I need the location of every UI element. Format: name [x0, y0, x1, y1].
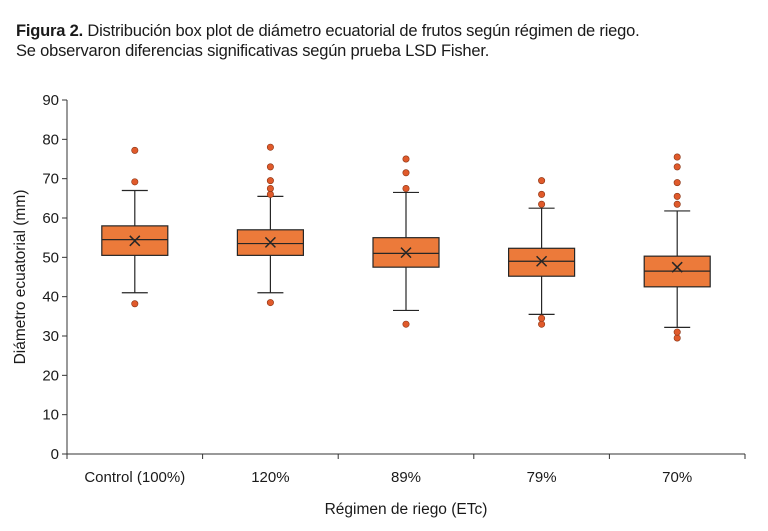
box-group — [236, 143, 304, 307]
x-axis-title: Régimen de riego (ETc) — [325, 501, 488, 518]
outlier-point — [538, 177, 546, 185]
y-tick-label: 90 — [42, 92, 59, 109]
x-tick-label: 70% — [662, 469, 692, 486]
box-group — [372, 155, 440, 328]
outlier-point — [131, 146, 139, 154]
outlier-point — [673, 200, 681, 208]
outlier-point — [266, 185, 274, 193]
outlier-point — [673, 179, 681, 187]
figure-label: Figura 2. — [16, 22, 83, 40]
x-tick-label: 120% — [251, 469, 289, 486]
mean-marker — [129, 235, 141, 247]
caption-text-1: Distribución box plot de diámetro ecuato… — [87, 22, 640, 40]
mean-marker — [400, 247, 412, 259]
box-group — [508, 177, 576, 328]
outlier-point — [673, 163, 681, 171]
outlier-point — [266, 177, 274, 185]
outlier-point — [266, 143, 274, 151]
outlier-point — [538, 314, 546, 322]
x-tick-label: Control (100%) — [84, 469, 185, 486]
outlier-point — [266, 190, 274, 198]
caption-line-1: Figura 2. Distribución box plot de diáme… — [16, 21, 756, 41]
outlier-point — [538, 320, 546, 328]
outlier-point — [673, 153, 681, 161]
mean-marker — [264, 236, 276, 248]
mean-marker — [671, 261, 683, 273]
outlier-point — [673, 328, 681, 336]
outlier-point — [402, 155, 410, 163]
outlier-point — [673, 334, 681, 342]
outlier-point — [131, 300, 139, 308]
x-tick-label: 79% — [527, 469, 557, 486]
y-tick-label: 10 — [42, 407, 59, 424]
outlier-point — [538, 190, 546, 198]
y-tick-label: 50 — [42, 249, 59, 266]
iqr-box — [508, 247, 576, 277]
y-tick-label: 80 — [42, 131, 59, 148]
box-group — [643, 153, 711, 342]
y-tick-label: 20 — [42, 367, 59, 384]
outlier-point — [538, 200, 546, 208]
y-axis-title: Diámetro ecuatorial (mm) — [12, 190, 29, 365]
outlier-point — [266, 299, 274, 307]
outlier-point — [402, 169, 410, 177]
figure-caption: Figura 2. Distribución box plot de diáme… — [16, 21, 756, 61]
outlier-point — [402, 185, 410, 193]
caption-line-2: Se observaron diferencias significativas… — [16, 42, 490, 60]
outlier-point — [266, 163, 274, 171]
y-tick-label: 60 — [42, 210, 59, 227]
x-tick-label: 89% — [391, 469, 421, 486]
box-group — [101, 146, 169, 308]
y-tick-label: 70 — [42, 171, 59, 188]
y-tick-label: 40 — [42, 289, 59, 306]
mean-marker — [536, 255, 548, 267]
y-tick-label: 30 — [42, 328, 59, 345]
outlier-point — [131, 178, 139, 186]
outlier-point — [673, 192, 681, 200]
y-tick-label: 0 — [51, 446, 59, 463]
outlier-point — [402, 320, 410, 328]
